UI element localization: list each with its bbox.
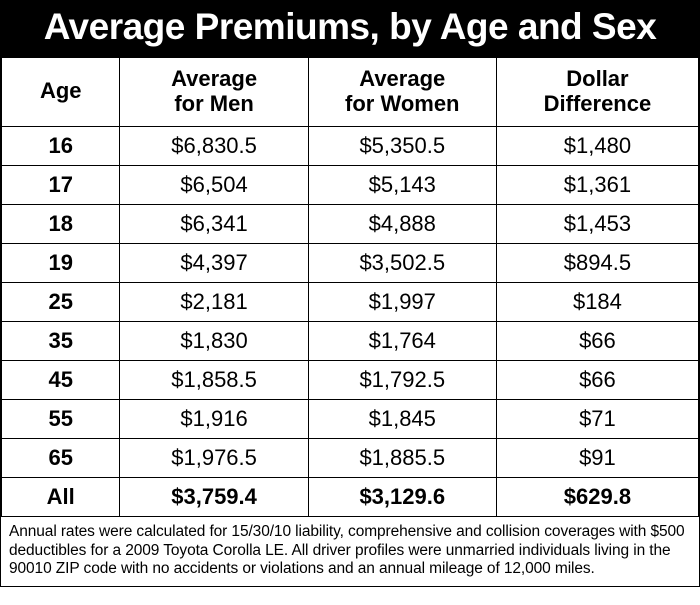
cell-age: 65 (2, 439, 120, 478)
cell-age: All (2, 478, 120, 517)
col-header-diff: DollarDifference (496, 58, 698, 127)
table-body: 16$6,830.5$5,350.5$1,48017$6,504$5,143$1… (2, 127, 699, 517)
cell-diff: $894.5 (496, 244, 698, 283)
cell-age: 55 (2, 400, 120, 439)
cell-women: $1,997 (308, 283, 496, 322)
cell-diff: $66 (496, 322, 698, 361)
table-row: 16$6,830.5$5,350.5$1,480 (2, 127, 699, 166)
cell-age: 45 (2, 361, 120, 400)
col-header-label: Averagefor Women (345, 66, 459, 116)
cell-diff: $184 (496, 283, 698, 322)
cell-women: $1,792.5 (308, 361, 496, 400)
cell-men: $6,830.5 (120, 127, 308, 166)
cell-age: 18 (2, 205, 120, 244)
table-row: 35$1,830$1,764$66 (2, 322, 699, 361)
cell-women: $4,888 (308, 205, 496, 244)
title-text: Average Premiums, by Age and Sex (44, 6, 657, 47)
table-row: 45$1,858.5$1,792.5$66 (2, 361, 699, 400)
title-bar: Average Premiums, by Age and Sex (1, 1, 699, 58)
table-header-row: Age Averagefor Men Averagefor Women Doll… (2, 58, 699, 127)
table-row: 17$6,504$5,143$1,361 (2, 166, 699, 205)
cell-women: $1,764 (308, 322, 496, 361)
cell-women: $1,885.5 (308, 439, 496, 478)
cell-men: $6,341 (120, 205, 308, 244)
cell-age: 35 (2, 322, 120, 361)
cell-men: $6,504 (120, 166, 308, 205)
cell-diff: $66 (496, 361, 698, 400)
table-row: 18$6,341$4,888$1,453 (2, 205, 699, 244)
footnote: Annual rates were calculated for 15/30/1… (1, 517, 699, 586)
cell-age: 19 (2, 244, 120, 283)
cell-diff: $629.8 (496, 478, 698, 517)
cell-men: $1,858.5 (120, 361, 308, 400)
cell-women: $3,129.6 (308, 478, 496, 517)
cell-age: 17 (2, 166, 120, 205)
cell-age: 16 (2, 127, 120, 166)
cell-diff: $1,361 (496, 166, 698, 205)
col-header-age: Age (2, 58, 120, 127)
cell-diff: $1,480 (496, 127, 698, 166)
cell-men: $3,759.4 (120, 478, 308, 517)
col-header-label: Age (40, 78, 82, 103)
col-header-label: DollarDifference (544, 66, 652, 116)
col-header-women: Averagefor Women (308, 58, 496, 127)
footnote-text: Annual rates were calculated for 15/30/1… (9, 523, 685, 577)
table-row: 65$1,976.5$1,885.5$91 (2, 439, 699, 478)
cell-women: $5,350.5 (308, 127, 496, 166)
cell-women: $5,143 (308, 166, 496, 205)
cell-men: $2,181 (120, 283, 308, 322)
cell-men: $1,976.5 (120, 439, 308, 478)
cell-men: $4,397 (120, 244, 308, 283)
table-row: All$3,759.4$3,129.6$629.8 (2, 478, 699, 517)
cell-women: $1,845 (308, 400, 496, 439)
premiums-table-card: Average Premiums, by Age and Sex Age Ave… (0, 0, 700, 587)
col-header-men: Averagefor Men (120, 58, 308, 127)
cell-diff: $71 (496, 400, 698, 439)
col-header-label: Averagefor Men (171, 66, 257, 116)
cell-diff: $91 (496, 439, 698, 478)
cell-men: $1,916 (120, 400, 308, 439)
cell-diff: $1,453 (496, 205, 698, 244)
cell-women: $3,502.5 (308, 244, 496, 283)
premiums-table: Age Averagefor Men Averagefor Women Doll… (1, 58, 699, 518)
table-row: 19$4,397$3,502.5$894.5 (2, 244, 699, 283)
cell-age: 25 (2, 283, 120, 322)
table-row: 25$2,181$1,997$184 (2, 283, 699, 322)
table-row: 55$1,916$1,845$71 (2, 400, 699, 439)
cell-men: $1,830 (120, 322, 308, 361)
